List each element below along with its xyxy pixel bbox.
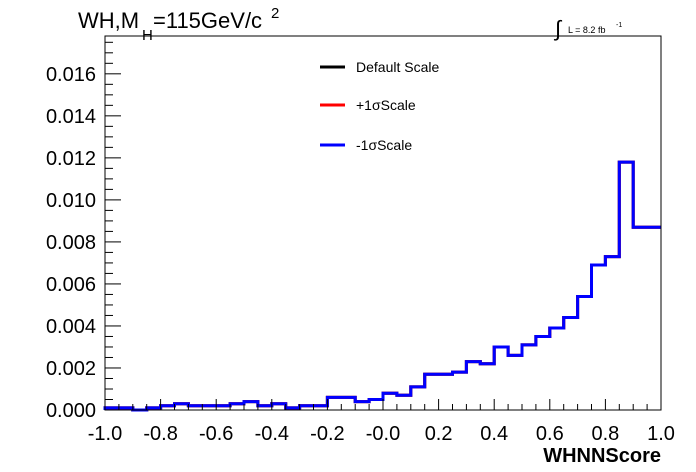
y-tick-label: 0.006 (46, 274, 96, 296)
x-tick-label: 1.0 (647, 423, 675, 445)
legend: Default Scale +1σScale -1σScale (320, 59, 439, 153)
histogram-series (103, 160, 661, 412)
luminosity-text: L = 8.2 fb (568, 25, 605, 35)
luminosity-superscript: -1 (616, 22, 622, 29)
histogram-series-2 (103, 160, 661, 412)
x-tick-label: -0.2 (310, 423, 344, 445)
luminosity-label: ∫ L = 8.2 fb -1 (553, 16, 622, 41)
y-tick-label: 0.010 (46, 190, 96, 212)
y-tick-label: 0.000 (46, 400, 96, 422)
x-tick-label: 0.4 (480, 423, 508, 445)
y-tick-label: 0.014 (46, 106, 96, 128)
plot-area: -1.0 -0.8 -0.6 -0.4 -0.2 -0.0 0.2 0.4 0.6 0.8 1.0 … (46, 35, 675, 445)
x-tick-label: 0.8 (591, 423, 619, 445)
x-tick-label: -0.0 (366, 423, 400, 445)
x-tick-label: -1.0 (88, 423, 122, 445)
x-tick-label: 0.2 (425, 423, 453, 445)
integral-symbol: ∫ (553, 16, 563, 41)
x-axis-label: WHNNScore (543, 445, 661, 467)
y-tick-label: 0.016 (46, 64, 96, 86)
title-superscript: 2 (271, 5, 279, 22)
legend-label-1: +1σScale (356, 97, 416, 113)
y-tick-label: 0.002 (46, 358, 96, 380)
x-tick-label: -0.8 (143, 423, 177, 445)
title-tail: =115GeV/c (153, 8, 262, 33)
legend-label-2: -1σScale (356, 137, 412, 153)
y-tick-label: 0.004 (46, 316, 96, 338)
y-tick-label: 0.012 (46, 148, 96, 170)
x-tick-label: -0.6 (199, 423, 233, 445)
x-tick-label: -0.4 (255, 423, 289, 445)
x-axis: -1.0 -0.8 -0.6 -0.4 -0.2 -0.0 0.2 0.4 0.6 0.8 1.0 (88, 399, 675, 445)
y-axis: 0.000 0.002 0.004 0.006 0.008 0.010 0.012 0.014… (46, 41, 121, 422)
x-tick-label: 0.6 (536, 423, 564, 445)
legend-label-0: Default Scale (356, 59, 439, 75)
y-tick-label: 0.008 (46, 232, 96, 254)
title-main: WH,M (78, 8, 139, 33)
